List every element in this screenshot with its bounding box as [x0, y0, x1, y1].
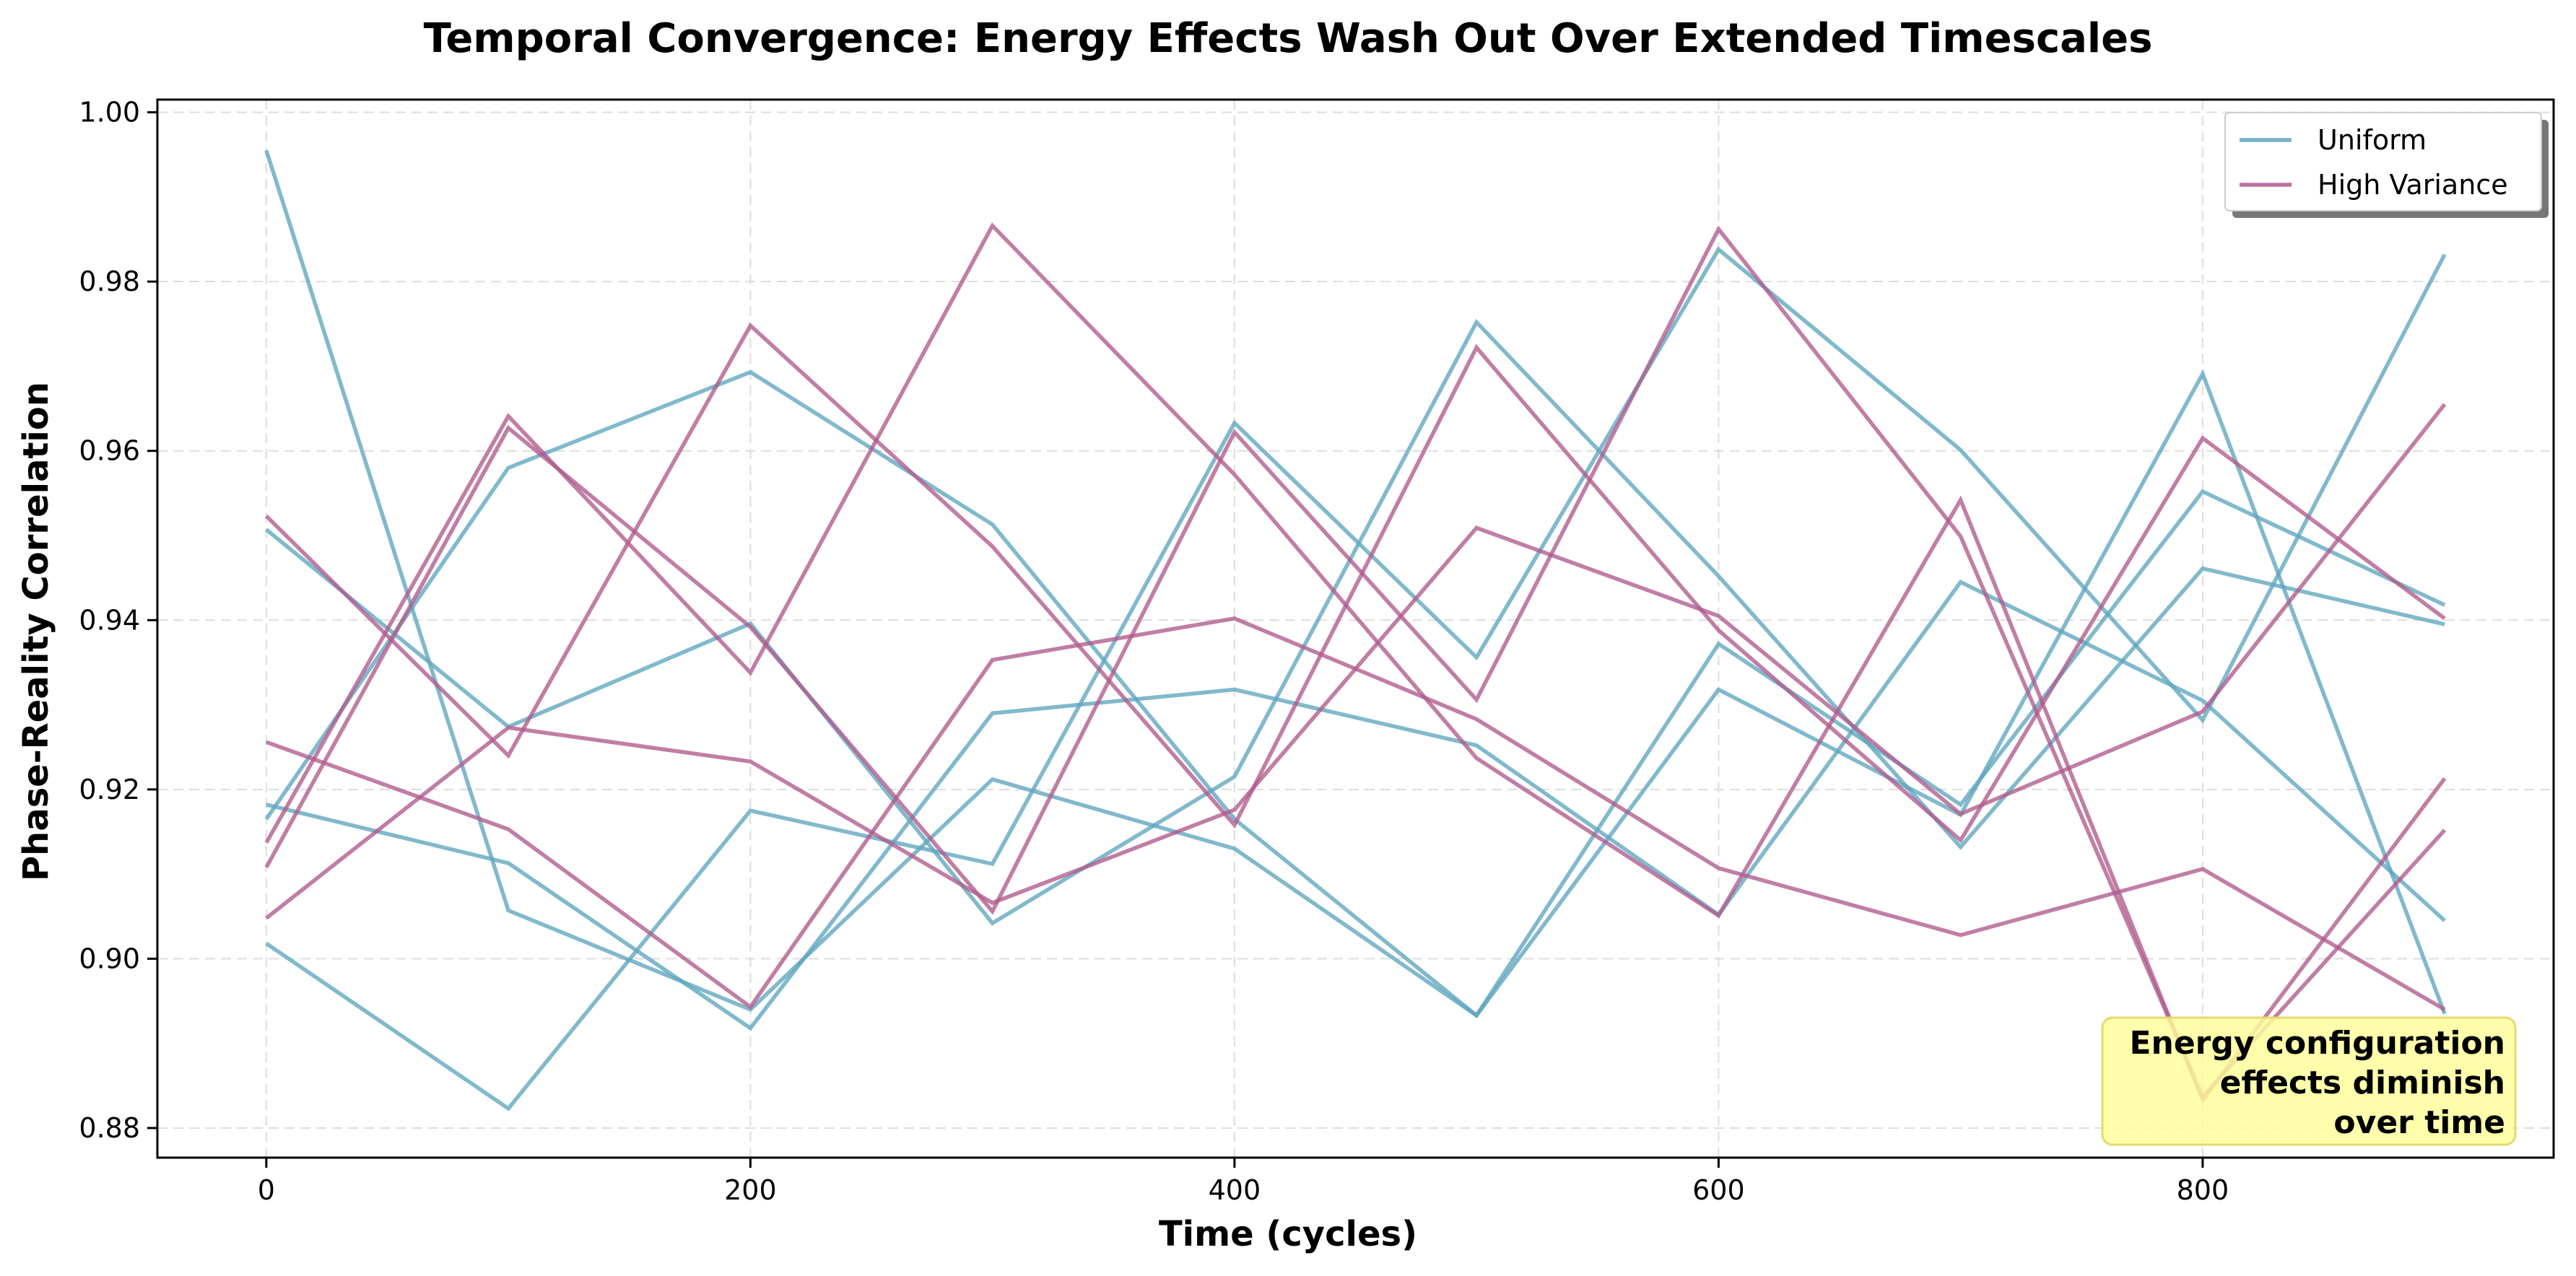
- series-line-uniform-2: [265, 318, 2445, 926]
- grid-lines: [157, 100, 2554, 1158]
- y-tick-label: 0.92: [79, 774, 140, 805]
- plot-frame: [156, 98, 2555, 1159]
- series-line-uniform-5: [266, 580, 2446, 1031]
- annotation-text-line: effects diminish: [2220, 1065, 2505, 1101]
- x-tick-label: 0: [258, 1174, 275, 1206]
- series-line-high-variance-7: [264, 222, 2447, 1104]
- x-tick-label: 200: [724, 1174, 777, 1206]
- legend: Uniform High Variance: [2224, 112, 2549, 218]
- y-tick-label: 0.88: [79, 1112, 140, 1144]
- series-line-uniform-3: [265, 246, 2447, 1111]
- x-tick-label: 800: [2177, 1174, 2229, 1206]
- legend-label-high-variance: High Variance: [2318, 169, 2508, 201]
- y-tick-label: 0.94: [79, 604, 140, 636]
- series-line-high-variance-8: [264, 225, 2447, 1101]
- x-axis-ticks: 0 200 400 600 800: [258, 1158, 2229, 1206]
- chart-title: Temporal Convergence: Energy Effects Was…: [424, 15, 2153, 62]
- plot-area: [156, 98, 2555, 1159]
- y-tick-label: 0.96: [79, 435, 140, 467]
- annotation-text-line: over time: [2333, 1104, 2505, 1141]
- x-axis-label: Time (cycles): [1159, 1214, 1417, 1254]
- series-line-uniform-4: [264, 370, 2446, 1019]
- x-tick-label: 600: [1692, 1174, 1745, 1206]
- y-tick-label: 1.00: [79, 97, 140, 128]
- series-line-high-variance-10: [265, 403, 2447, 920]
- y-tick-label: 0.90: [79, 943, 140, 974]
- annotation-background: [2101, 1016, 2517, 1146]
- legend-label-uniform: Uniform: [2318, 124, 2427, 156]
- y-tick-label: 0.98: [79, 266, 140, 297]
- annotation-text-line: Energy configuration: [2129, 1025, 2505, 1062]
- y-axis-ticks: 0.88 0.90 0.92 0.94 0.96 0.98 1.00: [79, 97, 157, 1144]
- series-lines: [264, 149, 2447, 1111]
- y-axis-label: Phase-Reality Correlation: [16, 382, 56, 881]
- x-tick-label: 400: [1209, 1174, 1261, 1206]
- legend-frame: [2224, 112, 2542, 211]
- series-line-high-variance-6: [264, 322, 2446, 844]
- series-line-high-variance-9: [265, 616, 2446, 1012]
